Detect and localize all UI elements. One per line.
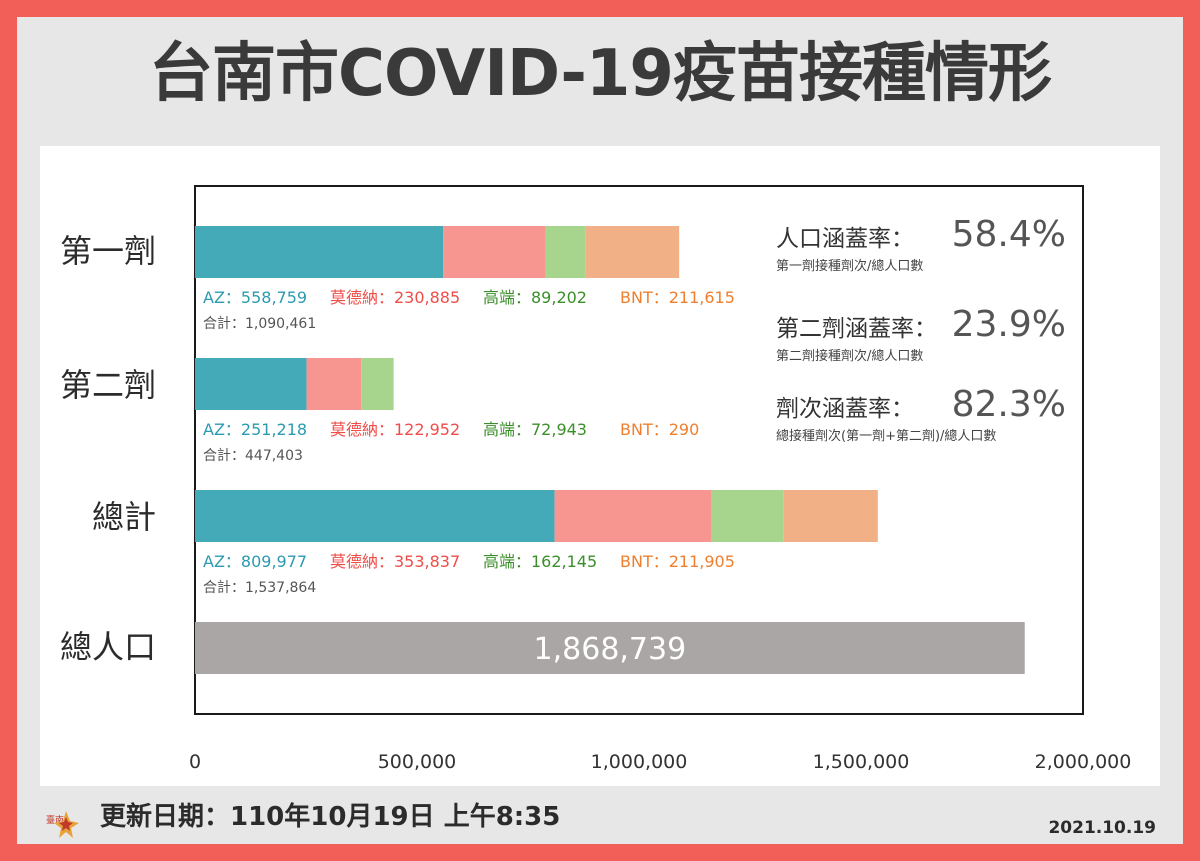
data-label-moderna: 莫德納：230,885: [330, 288, 460, 307]
x-tick-label: 1,000,000: [591, 751, 688, 773]
coverage-value: 82.3%: [952, 384, 1066, 425]
bar-az: [195, 226, 444, 278]
data-label-total: 合計：447,403: [203, 448, 303, 464]
data-label-az: AZ：558,759: [203, 288, 307, 307]
bar-moderna: [306, 358, 362, 410]
data-label-medigen: 高端：89,202: [483, 288, 587, 307]
data-label-medigen: 高端：72,943: [483, 420, 587, 439]
category-label: 第二劑: [60, 366, 156, 404]
category-label: 總計: [92, 498, 156, 536]
chart-panel: 0 500,000 1,000,000 1,500,000 2,000,000 第一劑第二…: [40, 146, 1160, 786]
bar-moderna: [554, 490, 712, 542]
coverage-value: 23.9%: [952, 304, 1066, 345]
data-label-bnt: BNT：211,615: [620, 288, 735, 307]
coverage-value: 58.4%: [952, 214, 1066, 255]
data-label-moderna: 莫德納：353,837: [330, 552, 460, 571]
tainan-city-logo: 臺南: [44, 807, 80, 841]
bar-medigen: [361, 358, 394, 410]
data-label-moderna: 莫德納：122,952: [330, 420, 460, 439]
population-label: 1,868,739: [534, 632, 687, 667]
category-label: 總人口: [60, 628, 156, 666]
plot-frame: [194, 185, 1084, 715]
x-tick-label: 500,000: [378, 751, 457, 773]
bar-az: [195, 490, 555, 542]
data-label-bnt: BNT：211,905: [620, 552, 735, 571]
coverage-note: 第一劑接種劑次/總人口數: [776, 258, 923, 274]
bar-moderna: [443, 226, 546, 278]
bar-population: [195, 622, 1025, 674]
x-tick-label: 0: [189, 751, 201, 773]
coverage-label: 人口涵蓋率：: [776, 226, 914, 252]
coverage-note: 總接種劑次(第一劑+第二劑)/總人口數: [776, 428, 996, 444]
coverage-label: 劑次涵蓋率：: [776, 396, 914, 422]
bar-az: [195, 358, 307, 410]
footer-date: 2021.10.19: [1048, 818, 1156, 838]
data-label-az: AZ：251,218: [203, 420, 307, 439]
data-label-az: AZ：809,977: [203, 552, 307, 571]
bar-medigen: [711, 490, 784, 542]
update-time: 更新日期：110年10月19日 上午8:35: [100, 802, 561, 832]
bar-bnt: [585, 226, 680, 278]
bar-bnt: [783, 490, 878, 542]
x-tick-label: 2,000,000: [1035, 751, 1132, 773]
bar-medigen: [545, 226, 586, 278]
data-label-bnt: BNT：290: [620, 420, 699, 439]
x-tick-label: 1,500,000: [813, 751, 910, 773]
chart: 0 500,000 1,000,000 1,500,000 2,000,000 第一劑第二…: [60, 185, 1132, 773]
page-title: 台南市COVID-19疫苗接種情形: [149, 37, 1052, 111]
coverage-note: 第二劑接種劑次/總人口數: [776, 348, 923, 364]
data-label-medigen: 高端：162,145: [483, 552, 597, 571]
data-label-total: 合計：1,090,461: [203, 316, 316, 332]
coverage-label: 第二劑涵蓋率：: [776, 316, 937, 342]
data-label-total: 合計：1,537,864: [203, 580, 316, 596]
category-label: 第一劑: [60, 232, 156, 270]
